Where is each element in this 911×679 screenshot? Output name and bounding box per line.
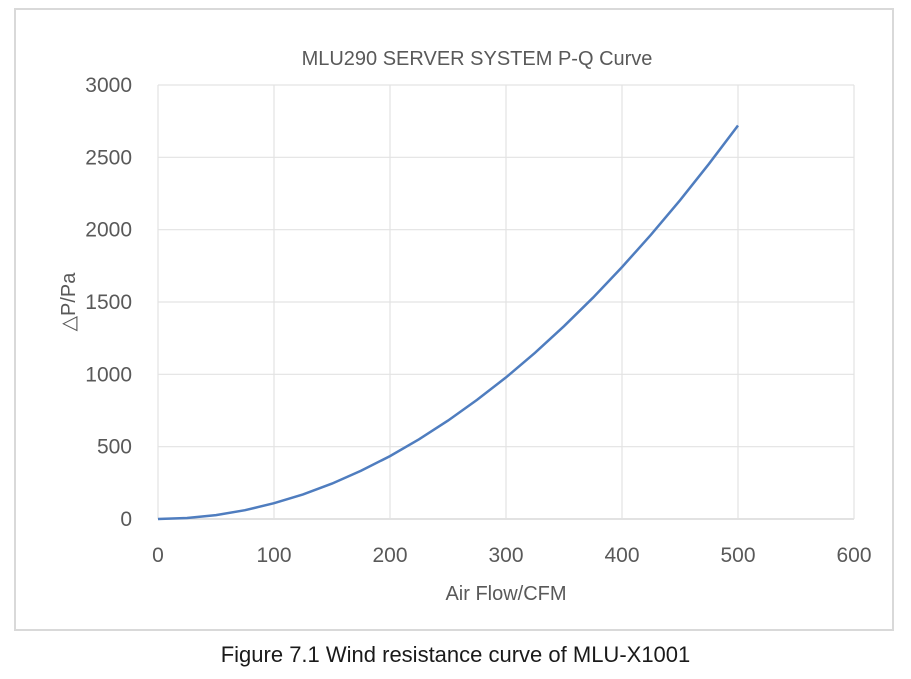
x-tick-label: 300 xyxy=(488,544,523,567)
x-axis-label: Air Flow/CFM xyxy=(445,583,566,605)
y-tick-label: 2500 xyxy=(85,146,132,169)
x-tick-label: 500 xyxy=(720,544,755,567)
pq-curve-line xyxy=(157,124,739,521)
y-tick-label: 0 xyxy=(120,508,132,531)
y-axis-label: △P/Pa xyxy=(58,272,80,332)
y-tick-label: 3000 xyxy=(85,74,132,97)
y-tick-label: 2000 xyxy=(85,219,132,242)
x-tick-label: 100 xyxy=(256,544,291,567)
x-tick-label: 0 xyxy=(152,544,164,567)
gridlines xyxy=(157,84,855,520)
y-tick-label: 1500 xyxy=(85,291,132,314)
x-tick-label: 600 xyxy=(836,544,871,567)
chart-title: MLU290 SERVER SYSTEM P-Q Curve xyxy=(302,48,653,70)
pq-chart: MLU290 SERVER SYSTEM P-Q Curve 050010001… xyxy=(58,48,872,605)
x-axis-ticks: 0 100 200 300 400 500 600 xyxy=(152,544,871,567)
x-tick-label: 400 xyxy=(604,544,639,567)
y-tick-label: 1000 xyxy=(85,363,132,386)
figure-caption: Figure 7.1 Wind resistance curve of MLU-… xyxy=(220,642,691,667)
chart-frame xyxy=(14,8,894,631)
x-tick-label: 200 xyxy=(372,544,407,567)
y-tick-label: 500 xyxy=(97,436,132,459)
y-axis-ticks: 0 500 1000 1500 2000 2500 3000 xyxy=(85,74,132,531)
